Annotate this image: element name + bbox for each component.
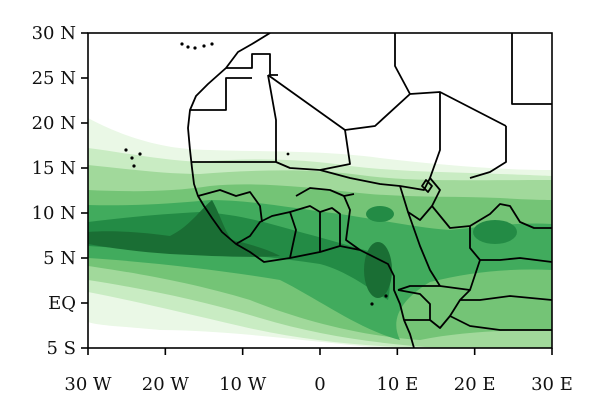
lat-tick-label: 30 N bbox=[32, 23, 76, 44]
shading-patch-central bbox=[473, 220, 517, 244]
lon-tick-label: 30 W bbox=[64, 374, 112, 395]
lat-tick-label: 10 N bbox=[32, 203, 76, 224]
country-borders bbox=[187, 33, 552, 348]
lon-tick-label: 10 W bbox=[219, 374, 267, 395]
lat-tick-label: EQ bbox=[48, 293, 76, 314]
lon-tick-label: 30 E bbox=[531, 374, 573, 395]
islands bbox=[124, 42, 388, 306]
lat-tick-label: 20 N bbox=[32, 113, 76, 134]
shading-level-6 bbox=[88, 212, 390, 300]
longitude-axis: 30 W 20 W 10 W 0 10 E 20 E 30 E bbox=[64, 348, 573, 395]
lon-tick-label: 10 E bbox=[376, 374, 418, 395]
lat-tick-label: 5 N bbox=[43, 248, 76, 269]
lon-tick-label: 0 bbox=[314, 374, 325, 395]
shading-patch-north bbox=[366, 206, 394, 222]
lat-tick-label: 15 N bbox=[32, 158, 76, 179]
latitude-axis: 30 N 25 N 20 N 15 N 10 N 5 N EQ 5 S bbox=[32, 23, 88, 359]
lon-tick-label: 20 E bbox=[454, 374, 496, 395]
lat-tick-label: 25 N bbox=[32, 68, 76, 89]
shading-core-east bbox=[364, 242, 392, 298]
lon-tick-label: 20 W bbox=[142, 374, 190, 395]
lat-tick-label: 5 S bbox=[46, 338, 76, 359]
shading-level-7 bbox=[88, 200, 280, 257]
